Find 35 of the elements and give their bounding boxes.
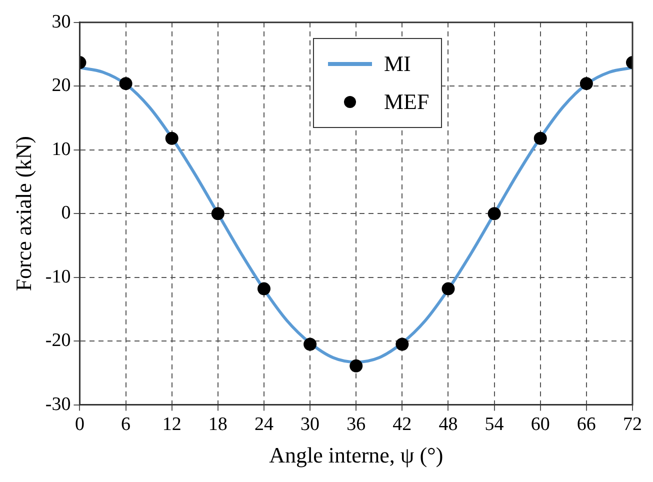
x-tick-label: 36 [346,414,366,436]
x-axis-title: Angle interne, ψ (°) [269,442,444,468]
x-tick-label: 72 [623,414,642,436]
x-tick-label: 42 [392,414,412,436]
y-tick-label: -10 [45,266,71,288]
x-tick-label: 30 [300,414,320,436]
point [350,359,363,372]
point [534,132,547,145]
x-tick-label: 54 [484,414,504,436]
point [119,77,132,90]
point [257,282,270,296]
y-tick-label: 30 [52,11,71,32]
x-tick-label: 24 [254,414,274,436]
point [211,207,224,220]
legend-label: MEF [384,89,430,115]
x-tick-label: 60 [530,414,550,436]
x-tick-label: 48 [438,414,458,436]
x-tick-label: 0 [74,414,84,436]
y-tick-label: 20 [52,75,71,96]
legend-label: MI [384,51,411,77]
x-tick-label: 18 [208,414,228,436]
y-tick-label: -20 [45,330,71,352]
x-tick-label: 66 [576,414,596,436]
x-tick-label: 12 [162,414,182,436]
point [304,338,317,351]
point [165,132,178,145]
point [442,282,455,296]
y-tick-label: 0 [61,202,71,224]
x-tick-label: 6 [121,414,131,436]
y-axis-title: Force axiale (kN) [10,136,36,292]
point [488,207,501,220]
point [580,77,593,90]
y-tick-label: -30 [45,394,71,415]
point [396,338,409,351]
y-tick-label: 10 [52,138,71,160]
